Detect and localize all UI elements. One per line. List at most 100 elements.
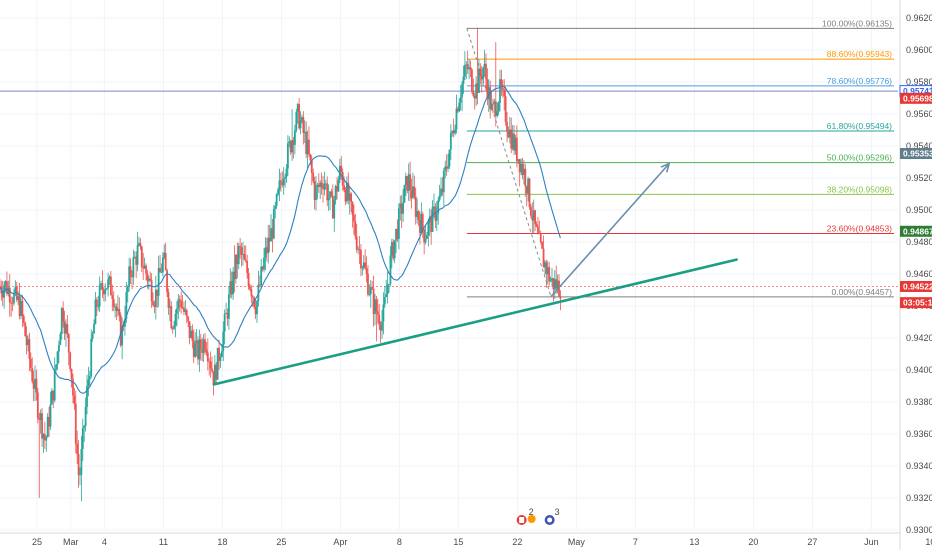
candle-body bbox=[400, 203, 403, 214]
candle-body bbox=[438, 195, 441, 201]
price-tag-label: 0.95698 bbox=[903, 93, 932, 103]
event-icon[interactable] bbox=[527, 515, 536, 523]
candle-body bbox=[351, 202, 354, 215]
candle-body bbox=[465, 64, 468, 66]
candle-body bbox=[462, 76, 465, 84]
candle-body bbox=[88, 376, 91, 380]
candle-body bbox=[555, 279, 558, 289]
candle-body bbox=[551, 278, 553, 281]
candle-body bbox=[500, 79, 503, 88]
candle-body bbox=[406, 176, 409, 191]
candle-body bbox=[336, 186, 338, 192]
candle-body bbox=[378, 314, 381, 325]
candle-body bbox=[270, 228, 272, 242]
candle-body bbox=[288, 141, 291, 144]
candle-body bbox=[87, 379, 90, 386]
candle-body bbox=[478, 68, 480, 94]
candle-body bbox=[265, 247, 268, 254]
candle-body bbox=[458, 102, 461, 112]
candle-body bbox=[348, 193, 351, 201]
candle-body bbox=[475, 83, 478, 99]
candle-body bbox=[333, 200, 336, 219]
time-tick-label: 10 bbox=[925, 537, 932, 547]
candle-body bbox=[532, 210, 535, 221]
time-axis[interactable]: 25 Mar 4 11 18 25 Apr 8 15 22 May 7 13 20 27 Jun 10 bbox=[0, 532, 932, 547]
candle-body bbox=[426, 234, 428, 239]
candle-body bbox=[459, 97, 462, 103]
candle-body bbox=[41, 413, 43, 439]
candle-body bbox=[208, 361, 211, 363]
candle-body bbox=[331, 195, 334, 219]
candle-body bbox=[72, 379, 74, 396]
price-tag-label: 0.94522 bbox=[903, 281, 932, 291]
candle-body bbox=[138, 243, 140, 246]
candle-body bbox=[32, 381, 35, 389]
candle-body bbox=[329, 191, 331, 198]
candle-body bbox=[487, 87, 490, 100]
candle-body bbox=[174, 313, 177, 326]
candle-body bbox=[198, 339, 201, 360]
candle-body bbox=[170, 306, 173, 329]
candle-body bbox=[531, 215, 534, 221]
candle-body bbox=[202, 339, 205, 353]
candle-body bbox=[223, 313, 226, 332]
candle-body bbox=[66, 324, 69, 335]
candle-body bbox=[115, 306, 118, 312]
candle-body bbox=[501, 87, 504, 90]
candle-body bbox=[34, 378, 36, 389]
candle-body bbox=[367, 273, 369, 295]
candle-body bbox=[368, 294, 371, 295]
candle-body bbox=[209, 361, 212, 369]
candle-body bbox=[48, 416, 50, 427]
candle-body bbox=[199, 339, 202, 350]
candle-body bbox=[499, 79, 501, 103]
candle-body bbox=[347, 182, 350, 201]
candle-body bbox=[327, 197, 330, 201]
price-tag-box bbox=[900, 225, 932, 237]
candle-body bbox=[402, 202, 404, 214]
candle-body bbox=[211, 368, 213, 372]
price-tag-box bbox=[900, 297, 932, 309]
candle-body bbox=[107, 279, 109, 289]
candle-body bbox=[282, 178, 285, 186]
candle-body bbox=[125, 292, 128, 319]
candle-body bbox=[308, 139, 310, 155]
candle-body bbox=[62, 308, 65, 322]
candle-body bbox=[132, 257, 135, 278]
candle-body bbox=[147, 278, 150, 282]
fibonacci-retracement[interactable]: 100.00%(0.96135) 88.60%(0.95943) 78.60%(0.… bbox=[466, 18, 894, 298]
candle-body bbox=[545, 262, 548, 275]
candle-body bbox=[345, 182, 348, 202]
candle-body bbox=[268, 237, 271, 242]
candle-body bbox=[215, 364, 218, 380]
candle-body bbox=[197, 340, 199, 360]
candle-body bbox=[343, 185, 345, 191]
candle-body bbox=[146, 273, 149, 282]
candle-body bbox=[513, 133, 515, 151]
candle-body bbox=[180, 300, 183, 308]
time-tick-label: Jun bbox=[864, 537, 879, 547]
candle-body bbox=[181, 307, 184, 309]
candle-body bbox=[229, 281, 232, 295]
candle-body bbox=[445, 166, 448, 169]
candle-body bbox=[281, 181, 284, 186]
candle-body bbox=[473, 95, 476, 99]
candle-body bbox=[372, 288, 375, 315]
candle-body bbox=[52, 390, 55, 401]
candle-body bbox=[454, 129, 456, 134]
candle-body bbox=[461, 83, 463, 98]
candle-body bbox=[190, 330, 192, 338]
candle-body bbox=[168, 306, 171, 308]
candle-body bbox=[493, 101, 496, 104]
candle-body bbox=[528, 178, 531, 207]
candle-body bbox=[70, 368, 73, 380]
candle-body bbox=[94, 299, 97, 324]
candle-body bbox=[403, 185, 406, 203]
drawings[interactable] bbox=[212, 162, 738, 386]
candle-body bbox=[117, 308, 119, 312]
